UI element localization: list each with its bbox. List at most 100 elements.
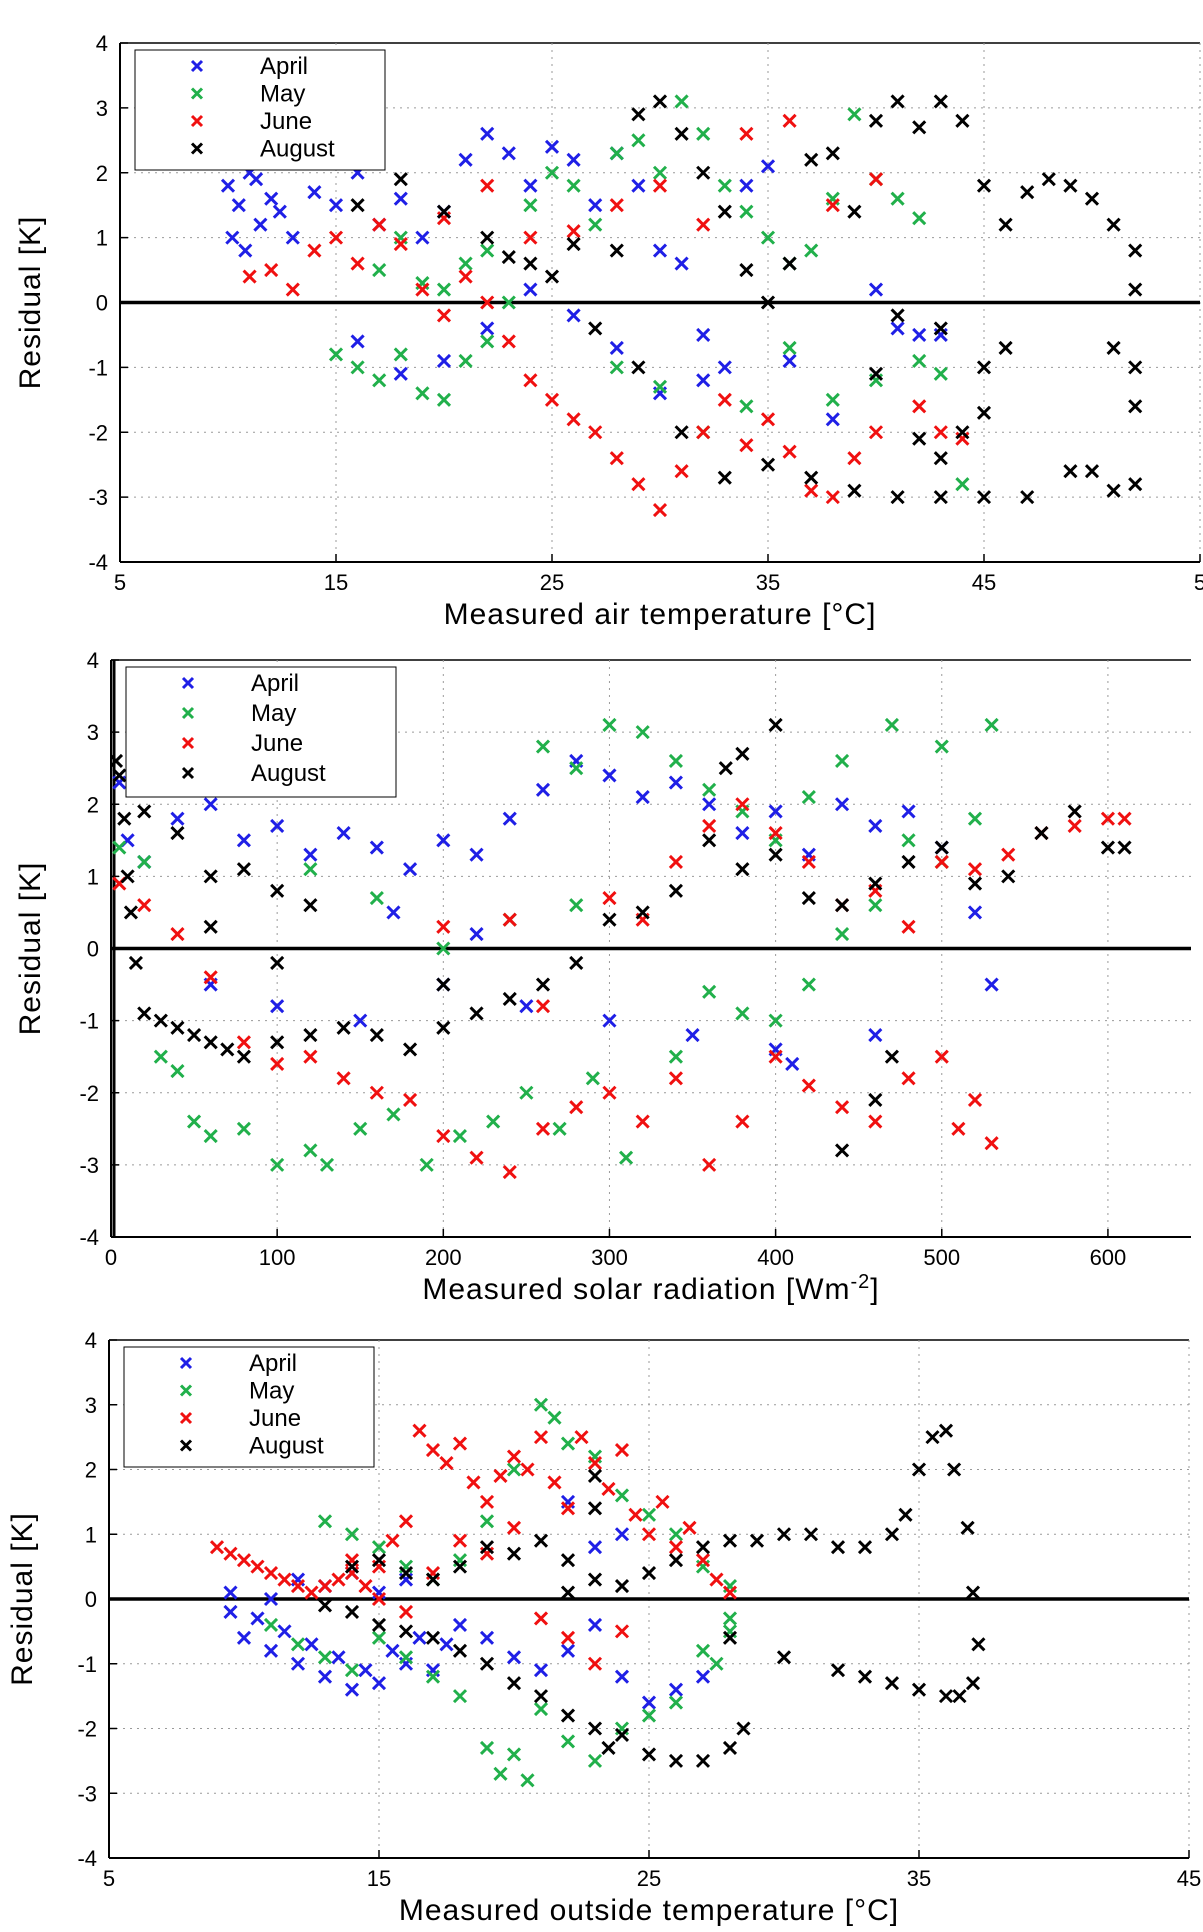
legend-marker-april <box>181 676 195 690</box>
data-point-april <box>344 1682 360 1697</box>
data-point-august <box>631 360 646 375</box>
data-point-may <box>458 256 473 271</box>
data-point-may <box>717 178 732 193</box>
data-point-august <box>425 1630 441 1645</box>
legend-marker-june <box>179 1411 193 1425</box>
legend-label-may: May <box>260 81 305 108</box>
data-point-may <box>782 340 797 355</box>
data-point-april <box>695 1669 711 1684</box>
data-point-june <box>601 1481 616 1496</box>
data-point-april <box>223 1604 238 1620</box>
data-point-april <box>469 847 484 862</box>
data-point-august <box>976 490 992 505</box>
data-point-august <box>203 1035 218 1050</box>
data-point-may <box>934 739 949 754</box>
data-point-august <box>835 1143 850 1158</box>
data-point-may <box>609 360 624 375</box>
data-point-june <box>458 269 473 284</box>
data-point-august <box>270 883 285 898</box>
data-point-august <box>868 366 884 381</box>
data-point-august <box>782 256 797 271</box>
data-point-may <box>452 1689 468 1704</box>
data-point-august <box>695 1540 711 1555</box>
y-tick-label: 1 <box>85 1522 97 1547</box>
x-tick-label: 25 <box>637 1866 661 1891</box>
data-point-june <box>560 1630 576 1645</box>
data-point-april <box>523 282 538 297</box>
y-axis-label: Residual [K] <box>14 862 47 1036</box>
data-point-april <box>331 1650 346 1665</box>
data-point-may <box>884 717 899 732</box>
data-point-may <box>825 392 840 407</box>
x-tick-label: 5 <box>114 570 126 595</box>
data-point-may <box>560 1734 576 1749</box>
data-point-june <box>587 1455 603 1471</box>
data-point-august <box>960 1520 975 1535</box>
data-point-august <box>696 165 711 180</box>
data-point-august <box>501 250 516 265</box>
data-point-august <box>560 1553 576 1568</box>
data-point-august <box>702 833 717 848</box>
data-point-may <box>901 833 916 848</box>
data-point-august <box>588 321 603 336</box>
data-point-august <box>722 1740 738 1755</box>
data-point-august <box>544 269 560 284</box>
data-point-april <box>868 1027 883 1043</box>
y-tick-label: -2 <box>88 420 108 445</box>
chart-3: 5 15 25 35 45 4 3 2 1 0 -1 -2 -3 -4 AprilMayJuneAugust… <box>6 1328 1201 1927</box>
data-point-august <box>1106 340 1121 355</box>
data-point-august <box>971 1637 986 1652</box>
data-point-april <box>303 847 318 862</box>
data-point-june <box>425 1443 441 1458</box>
data-point-may <box>187 1114 202 1129</box>
data-point-april <box>223 1585 238 1600</box>
data-point-june <box>668 1071 683 1086</box>
data-point-august <box>1020 185 1035 200</box>
data-point-may <box>520 1773 535 1788</box>
data-point-august <box>955 425 970 440</box>
data-point-june <box>436 919 451 934</box>
data-point-june <box>533 1430 549 1445</box>
data-point-august <box>735 862 750 877</box>
data-point-august <box>933 451 948 466</box>
data-point-june <box>328 230 344 245</box>
data-point-may <box>835 927 850 942</box>
data-point-june <box>868 172 884 187</box>
data-point-august <box>868 876 883 891</box>
y-tick-label: -1 <box>79 1009 99 1034</box>
legend-label-april: April <box>249 1350 297 1377</box>
data-point-august <box>270 1035 285 1050</box>
data-point-may <box>425 1669 441 1684</box>
data-point-june <box>868 1114 883 1129</box>
data-point-may <box>674 94 689 109</box>
data-point-april <box>635 789 650 805</box>
data-point-june <box>304 1585 319 1600</box>
data-point-may <box>112 840 127 855</box>
data-point-august <box>776 1650 792 1665</box>
data-point-june <box>614 1443 630 1458</box>
legend-marker-june <box>181 736 195 750</box>
data-point-may <box>236 1121 251 1136</box>
data-point-may <box>317 1514 333 1529</box>
data-point-may <box>984 717 999 732</box>
y-tick-label: 4 <box>85 1328 97 1353</box>
data-point-april <box>587 1617 603 1632</box>
data-point-may <box>506 1747 522 1762</box>
data-point-june <box>569 1100 584 1115</box>
points <box>111 717 1132 1180</box>
data-point-june <box>801 1078 816 1093</box>
data-point-august <box>1063 464 1078 479</box>
data-point-august <box>938 1689 954 1704</box>
data-point-april <box>480 126 495 141</box>
data-point-august <box>344 1559 360 1574</box>
data-point-june <box>566 412 581 427</box>
data-point-april <box>386 905 401 920</box>
y-tick-label: -2 <box>79 1081 99 1106</box>
data-point-june <box>436 1128 451 1144</box>
data-point-june <box>479 1494 495 1509</box>
data-point-april <box>674 256 689 271</box>
data-point-may <box>344 1527 360 1542</box>
y-tick-label: 0 <box>85 1587 97 1612</box>
x-tick-label: 15 <box>324 570 348 595</box>
data-point-april <box>652 243 668 258</box>
